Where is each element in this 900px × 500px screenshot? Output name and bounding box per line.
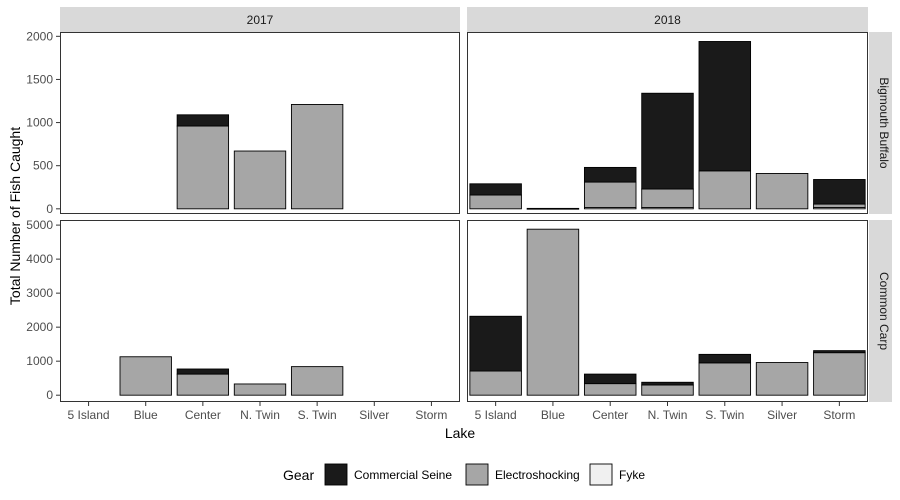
- legend-key-fyke: [589, 463, 613, 486]
- panel-border: [60, 220, 460, 402]
- panel-border: [60, 32, 460, 214]
- bar-storm-commercial-seine: [813, 179, 866, 205]
- bar-n-twin-electroshocking: [233, 150, 287, 210]
- bar-s-twin-commercial-seine: [698, 353, 752, 364]
- bar-center-electroshocking: [583, 181, 637, 208]
- x-tick-label-2017-center: Center: [185, 408, 221, 422]
- y-tick-label-common-carp-0: 0: [46, 388, 53, 402]
- x-tick-label-2017-n-twin: N. Twin: [240, 408, 280, 422]
- x-tick-label-2017-5-island: 5 Island: [68, 408, 110, 422]
- row-strips: Bigmouth Buffalo Common Carp: [869, 32, 892, 402]
- y-tick-label-bigmouth-buffalo-1000: 1000: [26, 116, 53, 130]
- bar-n-twin-commercial-seine: [641, 381, 694, 386]
- bar-storm-electroshocking: [813, 352, 866, 396]
- bar-center-electroshocking: [583, 383, 637, 396]
- bar-storm-electroshocking: [813, 203, 866, 208]
- y-tick-label-bigmouth-buffalo-2000: 2000: [26, 29, 53, 43]
- bar-blue-electroshocking: [526, 207, 580, 210]
- legend-label-fyke: Fyke: [619, 468, 645, 482]
- y-tick-label-common-carp-5000: 5000: [26, 218, 53, 232]
- panel-bigmouth-buffalo-2018: [467, 32, 868, 214]
- bar-silver-electroshocking: [755, 362, 809, 396]
- legend-label-electroshocking: Electroshocking: [495, 468, 580, 482]
- bar-5-island-electroshocking: [469, 194, 522, 210]
- bar-s-twin-electroshocking: [698, 170, 752, 210]
- x-tick-label-2018-blue: Blue: [541, 408, 565, 422]
- y-axes: 0 500 1000 1500 2000 0 1000 2000 3000 4000 5000: [26, 29, 60, 402]
- x-tick-label-2018-storm: Storm: [823, 408, 855, 422]
- bar-center-commercial-seine: [176, 114, 230, 127]
- bar-5-island-commercial-seine: [469, 315, 522, 372]
- legend: Gear Commercial Seine Electroshocking Fyke: [283, 463, 645, 486]
- x-tick-label-2018-s-twin: S. Twin: [705, 408, 744, 422]
- x-tick-label-2018-center: Center: [592, 408, 628, 422]
- y-tick-label-common-carp-4000: 4000: [26, 252, 53, 266]
- strip-label-2018: 2018: [654, 13, 681, 27]
- bar-storm-commercial-seine: [813, 350, 866, 354]
- strip-common-carp: [869, 220, 892, 402]
- panel-bigmouth-buffalo-2017: [60, 32, 460, 214]
- bar-center-electroshocking: [176, 373, 230, 396]
- y-tick-label-bigmouth-buffalo-500: 500: [33, 159, 53, 173]
- bar-s-twin-electroshocking: [698, 362, 752, 396]
- y-tick-label-bigmouth-buffalo-0: 0: [46, 202, 53, 216]
- strip-label-common-carp: Common Carp: [877, 272, 891, 350]
- x-tick-label-2017-blue: Blue: [134, 408, 158, 422]
- strip-label-2017: 2017: [247, 13, 274, 27]
- x-tick-label-2017-s-twin: S. Twin: [298, 408, 337, 422]
- bar-blue-electroshocking: [526, 228, 580, 396]
- bar-center-commercial-seine: [583, 166, 637, 183]
- panel-common-carp-2018: [467, 220, 868, 402]
- bar-n-twin-electroshocking: [641, 384, 694, 396]
- legend-title: Gear: [283, 467, 314, 483]
- y-tick-label-common-carp-3000: 3000: [26, 286, 53, 300]
- bar-5-island-electroshocking: [469, 370, 522, 396]
- bar-s-twin-electroshocking: [290, 103, 344, 210]
- x-tick-label-2017-storm: Storm: [415, 408, 447, 422]
- legend-key-commercial-seine: [324, 463, 348, 486]
- x-axis-title: Lake: [445, 425, 476, 441]
- x-axis: 5 Island Blue Center N. Twin S. Twin Silver St…: [68, 402, 855, 422]
- y-axis-title: Total Number of Fish Caught: [7, 127, 23, 305]
- bar-n-twin-electroshocking: [641, 188, 694, 208]
- strip-label-bigmouth-buffalo: Bigmouth Buffalo: [877, 77, 891, 168]
- x-tick-label-2018-silver: Silver: [767, 408, 797, 422]
- panels: [60, 32, 868, 402]
- bar-blue-electroshocking: [119, 356, 172, 396]
- legend-key-electroshocking: [465, 463, 489, 486]
- legend-label-commercial-seine: Commercial Seine: [354, 468, 452, 482]
- column-strips: 2017 2018: [60, 7, 868, 32]
- bar-silver-electroshocking: [755, 173, 809, 210]
- y-tick-label-common-carp-2000: 2000: [26, 320, 53, 334]
- y-tick-label-common-carp-1000: 1000: [26, 354, 53, 368]
- bar-s-twin-commercial-seine: [698, 41, 752, 172]
- panel-border: [467, 32, 868, 214]
- bar-center-commercial-seine: [176, 368, 230, 375]
- y-tick-label-bigmouth-buffalo-1500: 1500: [26, 72, 53, 86]
- panel-common-carp-2017: [60, 220, 460, 402]
- bar-5-island-commercial-seine: [469, 183, 522, 196]
- bar-n-twin-electroshocking: [233, 383, 287, 396]
- bar-n-twin-commercial-seine: [641, 92, 694, 190]
- x-tick-label-2018-5-island: 5 Island: [475, 408, 517, 422]
- bar-s-twin-electroshocking: [290, 366, 344, 396]
- panel-border: [467, 220, 868, 402]
- strip-bigmouth-buffalo: [869, 32, 892, 214]
- bar-center-electroshocking: [176, 125, 230, 210]
- bar-center-commercial-seine: [583, 373, 637, 385]
- strip-2018: [467, 7, 868, 32]
- strip-2017: [60, 7, 460, 32]
- x-tick-label-2017-silver: Silver: [359, 408, 389, 422]
- x-tick-label-2018-n-twin: N. Twin: [648, 408, 688, 422]
